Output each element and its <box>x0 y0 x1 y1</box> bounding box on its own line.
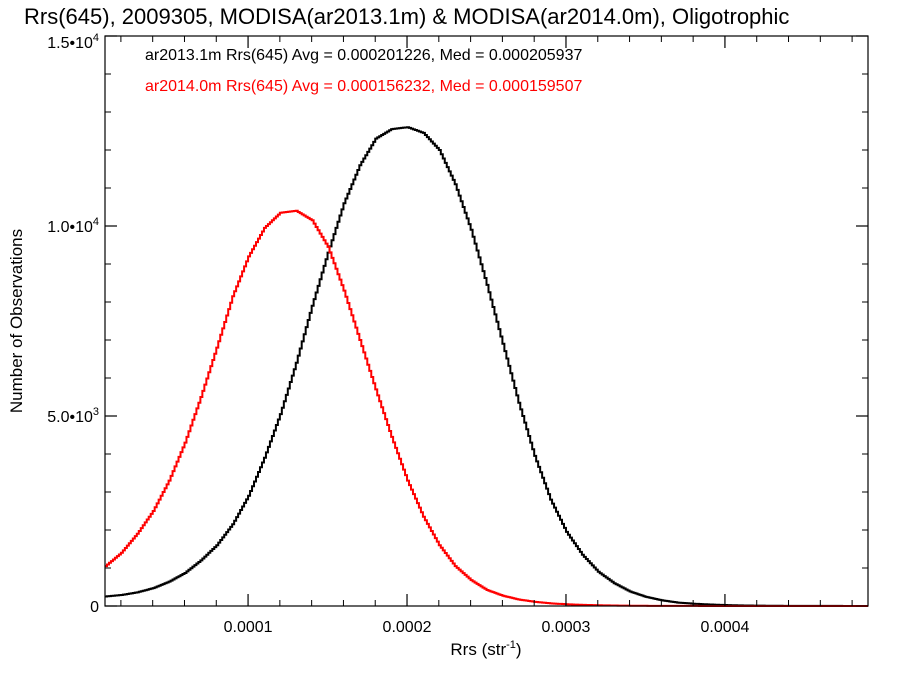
annotations-layer: ar2013.1m Rrs(645) Avg = 0.000201226, Me… <box>145 47 582 95</box>
series-line-ar2013.1m <box>105 126 868 607</box>
x-axis-label-suffix: ) <box>516 640 522 659</box>
x-axis-label-text: Rrs (str <box>450 640 506 659</box>
annotation-1: ar2013.1m Rrs(645) Avg = 0.000201226, Me… <box>145 47 582 64</box>
tick-labels-layer: 0.0001 0.0002 0.0003 0.0004 0 5.0•103 1.0•104 1… <box>47 32 749 636</box>
chart-title: Rrs(645), 2009305, MODISA(ar2013.1m) & M… <box>24 4 789 29</box>
x-tick-label: 0.0001 <box>224 619 273 636</box>
y-tick-label: 0 <box>90 599 99 616</box>
ticks-layer <box>105 35 868 607</box>
x-tick-label: 0.0002 <box>383 619 432 636</box>
y-axis-label: Number of Observations <box>7 229 26 413</box>
plot-frame <box>104 35 869 607</box>
x-axis-label-sup: -1 <box>506 639 516 651</box>
annotation-2: ar2014.0m Rrs(645) Avg = 0.000156232, Me… <box>145 78 582 95</box>
x-tick-label: 0.0004 <box>700 619 749 636</box>
x-axis-label: Rrs (str-1) <box>450 639 521 659</box>
y-tick-label: 5.0•103 <box>47 406 99 426</box>
y-tick-label: 1.5•104 <box>47 32 99 52</box>
y-tick-label: 1.0•104 <box>47 216 99 236</box>
x-tick-label: 0.0003 <box>542 619 591 636</box>
